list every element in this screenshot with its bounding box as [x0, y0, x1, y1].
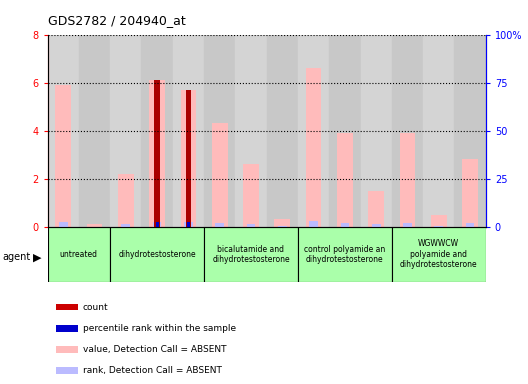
- Bar: [275, 219, 290, 227]
- Bar: [423, 35, 455, 227]
- Text: count: count: [82, 303, 108, 311]
- Bar: [455, 35, 486, 227]
- Bar: [56, 346, 78, 353]
- Bar: [463, 159, 478, 227]
- Bar: [247, 224, 256, 227]
- Bar: [361, 35, 392, 227]
- Bar: [56, 325, 78, 331]
- Bar: [392, 227, 486, 282]
- Bar: [185, 90, 191, 227]
- Bar: [59, 222, 68, 227]
- Bar: [48, 227, 110, 282]
- Text: ▶: ▶: [33, 252, 41, 262]
- Text: agent: agent: [3, 252, 31, 262]
- Text: untreated: untreated: [60, 250, 98, 259]
- Bar: [55, 85, 71, 227]
- Text: control polyamide an
dihydrotestosterone: control polyamide an dihydrotestosterone: [304, 245, 385, 264]
- Text: GDS2782 / 204940_at: GDS2782 / 204940_at: [48, 14, 185, 27]
- Bar: [435, 226, 443, 227]
- Bar: [173, 35, 204, 227]
- Text: percentile rank within the sample: percentile rank within the sample: [82, 324, 235, 333]
- Bar: [156, 222, 158, 227]
- Text: value, Detection Call = ABSENT: value, Detection Call = ABSENT: [82, 345, 226, 354]
- Bar: [110, 227, 204, 282]
- Bar: [466, 223, 475, 227]
- Bar: [184, 222, 193, 227]
- Bar: [392, 35, 423, 227]
- Bar: [79, 35, 110, 227]
- Bar: [431, 215, 447, 227]
- Bar: [337, 133, 353, 227]
- Bar: [142, 35, 173, 227]
- Bar: [204, 35, 235, 227]
- Bar: [372, 224, 381, 227]
- Bar: [278, 226, 287, 227]
- Bar: [298, 35, 329, 227]
- Bar: [87, 224, 102, 227]
- Bar: [329, 35, 361, 227]
- Bar: [298, 227, 392, 282]
- Bar: [243, 164, 259, 227]
- Bar: [187, 222, 190, 227]
- Text: dihydrotestosterone: dihydrotestosterone: [118, 250, 196, 259]
- Bar: [215, 223, 224, 227]
- Bar: [306, 68, 322, 227]
- Bar: [235, 35, 267, 227]
- Text: bicalutamide and
dihydrotestosterone: bicalutamide and dihydrotestosterone: [212, 245, 290, 264]
- Bar: [341, 223, 350, 227]
- Text: WGWWCW
polyamide and
dihydrotestosterone: WGWWCW polyamide and dihydrotestosterone: [400, 240, 478, 269]
- Bar: [149, 80, 165, 227]
- Bar: [48, 35, 79, 227]
- Bar: [400, 133, 416, 227]
- Bar: [110, 35, 142, 227]
- Text: rank, Detection Call = ABSENT: rank, Detection Call = ABSENT: [82, 366, 221, 375]
- Bar: [369, 190, 384, 227]
- Bar: [212, 123, 228, 227]
- Bar: [153, 222, 162, 227]
- Bar: [154, 80, 160, 227]
- Bar: [267, 35, 298, 227]
- Bar: [403, 223, 412, 227]
- Bar: [56, 304, 78, 310]
- Bar: [56, 367, 78, 374]
- Bar: [121, 224, 130, 227]
- Bar: [181, 90, 196, 227]
- Bar: [309, 221, 318, 227]
- Bar: [204, 227, 298, 282]
- Bar: [118, 174, 134, 227]
